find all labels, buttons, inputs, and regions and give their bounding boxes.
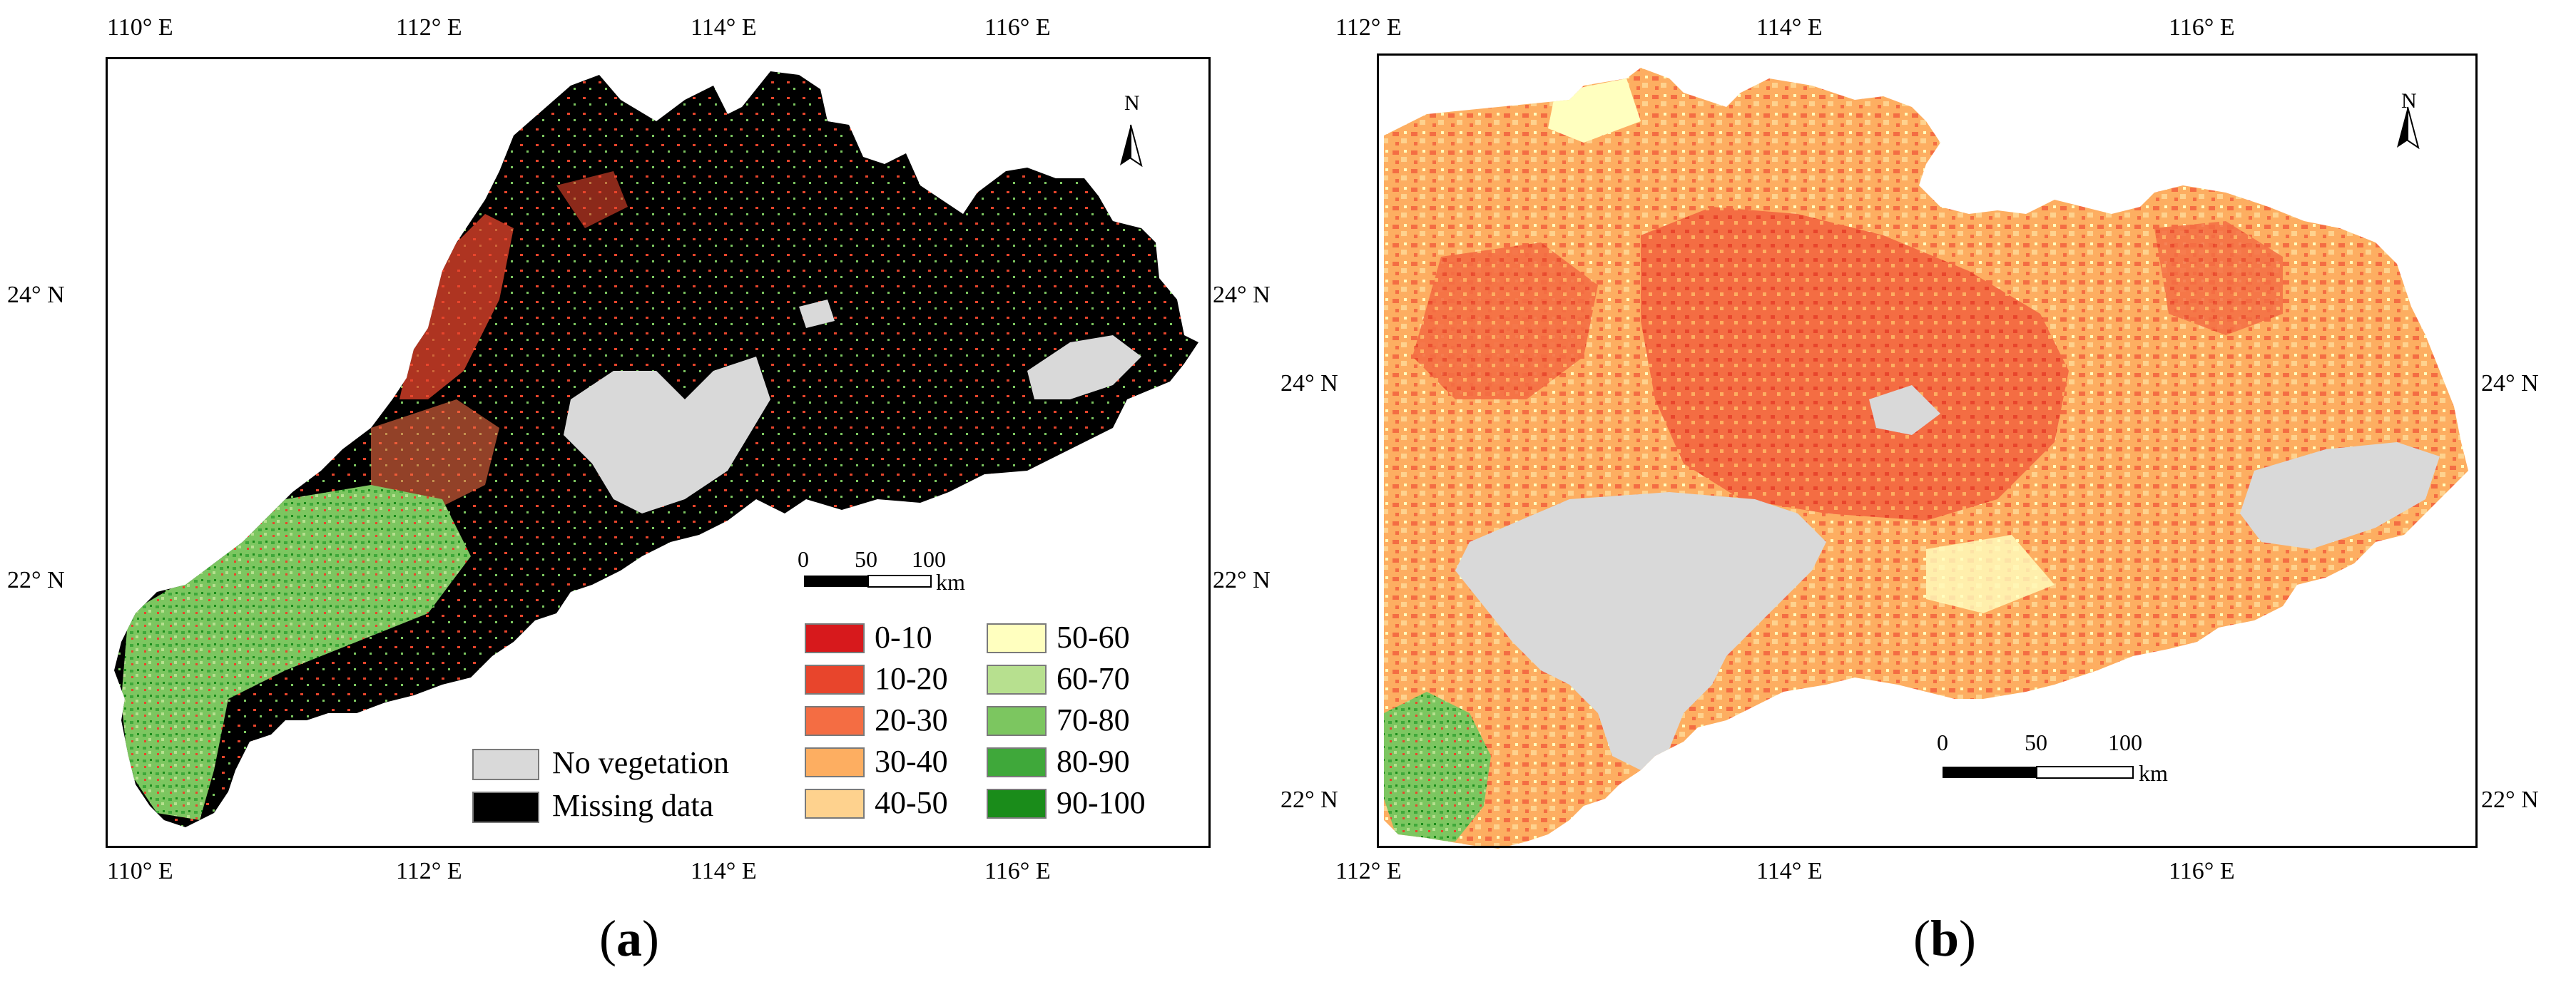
bottom-tick-114e: 114° E (1756, 858, 1823, 884)
legend-label: No vegetation (552, 745, 730, 780)
top-tick-116e: 116° E (984, 14, 1051, 41)
map-frame-b (1377, 53, 2478, 848)
legend-label: 60-70 (1057, 661, 1130, 696)
legend-item: 90-100 (987, 786, 1186, 822)
legend-label: 10-20 (875, 661, 948, 696)
top-tick-114e: 114° E (691, 14, 757, 41)
legend-item: 20-30 (805, 703, 990, 739)
scale-unit-b: km (2139, 760, 2168, 786)
legend-item: 70-80 (987, 703, 1186, 739)
scale-label-100-a: 100 (912, 546, 946, 572)
caption-letter: a (616, 910, 642, 967)
legend-swatch (987, 706, 1047, 736)
right-tick-24n: 24° N (1213, 282, 1271, 308)
right-tick-22n: 22° N (1213, 567, 1271, 593)
legend-item: 0-10 (805, 620, 990, 656)
caption-paren-close: ) (1959, 910, 1977, 967)
legend: 0-10 10-20 20-30 30-40 40-50 50-60 (805, 620, 1190, 834)
legend-label: 50-60 (1057, 620, 1130, 655)
legend-swatch (987, 789, 1047, 819)
scale-label-50-a: 50 (855, 546, 877, 572)
legend-swatch (472, 792, 539, 823)
legend-item: 80-90 (987, 745, 1186, 780)
legend-label: 0-10 (875, 620, 932, 655)
legend-swatch (805, 665, 865, 695)
north-label-b: N (2401, 89, 2417, 113)
bottom-tick-110e: 110° E (107, 858, 173, 884)
legend-label: Missing data (552, 788, 714, 823)
bottom-tick-112e: 112° E (396, 858, 462, 884)
legend-item: 60-70 (987, 662, 1186, 697)
legend-label: 90-100 (1057, 785, 1146, 820)
left-tick-24n: 24° N (7, 282, 65, 308)
top-tick-116e: 116° E (2169, 14, 2235, 41)
caption-paren-open: ( (1913, 910, 1930, 967)
scale-label-0-b: 0 (1937, 730, 1948, 755)
legend-special: No vegetation Missing data (472, 746, 800, 832)
caption-paren-open: ( (599, 910, 616, 967)
right-tick-24n: 24° N (2481, 370, 2539, 397)
legend-swatch (987, 623, 1047, 653)
bottom-tick-116e: 116° E (2169, 858, 2235, 884)
legend-label: 20-30 (875, 702, 948, 737)
legend-label: 80-90 (1057, 744, 1130, 779)
top-tick-114e: 114° E (1756, 14, 1823, 41)
legend-swatch (805, 706, 865, 736)
legend-label: 70-80 (1057, 702, 1130, 737)
scale-unit-a: km (936, 569, 965, 595)
bottom-tick-112e: 112° E (1335, 858, 1402, 884)
legend-swatch (805, 623, 865, 653)
left-tick-22n: 22° N (1281, 787, 1338, 813)
legend-swatch (472, 749, 539, 780)
top-tick-110e: 110° E (107, 14, 173, 41)
legend-label: 40-50 (875, 785, 948, 820)
legend-swatch (987, 665, 1047, 695)
bottom-tick-114e: 114° E (691, 858, 757, 884)
scale-label-0-a: 0 (798, 546, 809, 572)
legend-item: 40-50 (805, 786, 990, 822)
top-tick-112e: 112° E (396, 14, 462, 41)
legend-item-no-vegetation: No vegetation (472, 746, 800, 783)
caption-b: (b) (1913, 913, 1976, 964)
caption-a: (a) (599, 913, 659, 964)
legend-label: 30-40 (875, 744, 948, 779)
top-tick-112e: 112° E (1335, 14, 1402, 41)
caption-paren-close: ) (641, 910, 659, 967)
left-tick-22n: 22° N (7, 567, 65, 593)
caption-letter: b (1930, 910, 1960, 967)
legend-item-missing-data: Missing data (472, 789, 800, 826)
scale-label-50-b: 50 (2025, 730, 2047, 755)
left-tick-24n: 24° N (1281, 370, 1338, 397)
legend-swatch (805, 789, 865, 819)
legend-swatch (805, 747, 865, 777)
legend-item: 50-60 (987, 620, 1186, 656)
bottom-tick-116e: 116° E (984, 858, 1051, 884)
legend-item: 10-20 (805, 662, 990, 697)
north-label-a: N (1124, 91, 1140, 115)
legend-item: 30-40 (805, 745, 990, 780)
scale-label-100-b: 100 (2108, 730, 2142, 755)
legend-swatch (987, 747, 1047, 777)
right-tick-22n: 22° N (2481, 787, 2539, 813)
